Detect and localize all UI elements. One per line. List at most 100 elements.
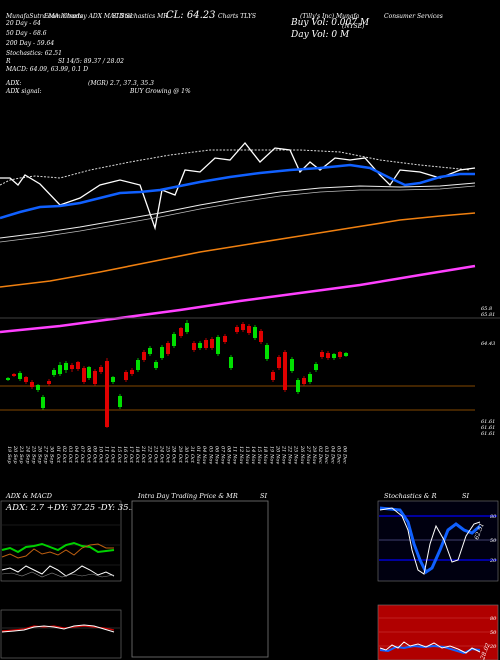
date-label: 26 Nov [299,445,305,464]
ema20-readout: 20 Day - 64 [6,20,41,27]
candle-body [271,372,275,380]
candle-body [247,326,251,333]
candle-body [12,374,16,376]
sector-label: Consumer Services [384,13,443,20]
date-label: 02 Oct [61,446,67,464]
indicator-list: EMA Intraday ADX MACD SI [44,13,133,20]
ema50-readout: 50 Day - 68.6 [6,30,47,37]
si-level-label: 50 [490,630,497,636]
candle-body [172,334,176,346]
date-label: 16 Oct [122,446,128,464]
macd-signal-line [1,625,115,632]
minus-di-line [1,543,114,559]
si-level-label: 80 [490,616,497,622]
date-label: 28 Oct [171,445,177,464]
date-label: 12 Nov [238,446,244,464]
candle-body [338,352,342,357]
candle-body [93,371,97,384]
candle-body [192,343,196,350]
date-label: 13 Nov [244,446,250,464]
close-line [0,141,476,231]
candle-body [24,377,28,382]
price-axis-label: 65.81 [481,312,495,318]
adx-signal-label: ADX signal: [6,88,42,95]
date-label: 11 Nov [232,446,238,464]
macd-line [1,624,115,633]
ema200-readout: 200 Day - 59.64 [6,40,55,47]
date-label: 22 Nov [287,445,293,464]
date-label: 04 Oct [73,446,79,464]
intraday-panel [131,500,269,658]
date-label: 20 Nov [274,445,280,464]
stoch-level-label: 50 [490,538,497,544]
candle-body [64,363,68,370]
date-label: 25 Sep [30,445,36,464]
date-label: 10 Oct [98,446,104,464]
candle-body [308,374,312,382]
date-label: 14 Nov [250,446,256,464]
date-label: 03 Dec [323,446,329,464]
ema100-orange-line [0,212,476,288]
candle-body [99,367,103,372]
stoch-level-label: 20 [489,558,497,564]
date-label: 20 Sep [12,445,18,464]
mgr-readout: (MGR) 2.7, 37.3, 35.3 [88,80,154,87]
adx-label: ADX: [6,80,22,87]
candle-body [259,331,263,342]
intraday-si-label: SI [260,492,268,500]
exchange-label: (NYSE) [342,23,365,30]
candle-body [326,353,330,358]
si-white-line [379,641,481,654]
date-label: 25 Nov [293,445,299,464]
candle-body [87,367,91,378]
ema50-line [0,182,476,239]
adx-aux-line [1,571,115,578]
date-label: 05 Nov [207,446,213,464]
candle-body [111,377,115,382]
date-label: 21 Nov [281,445,287,464]
date-label: 30 Oct [183,446,189,464]
candle-body [52,370,56,375]
candle-body [253,327,257,338]
candle-body [283,352,287,390]
price-axis-label: 61.61 [481,431,495,437]
candle-body [235,327,239,332]
candle-body [314,364,318,370]
date-label: 23 Oct [152,445,158,464]
macd-readout: MACD: 64.09, 63.99, 0.1 D [6,66,89,73]
date-label: 14 Oct [110,446,116,464]
buy-growing-label: BUY Growing @ 1% [130,88,191,95]
date-label: 30 Sep [49,446,55,464]
stoch-si-label: SI [462,492,470,500]
date-label: 15 Oct [116,446,122,464]
date-label: 29 Oct [177,445,183,464]
ema200-line [0,264,476,334]
price-line [0,149,471,186]
date-label: 09 Oct [91,446,97,464]
candle-body [142,352,146,360]
candle-body [160,347,164,358]
date-label: 25 Oct [165,445,171,464]
candle-body [179,328,183,336]
stoch-d-line [379,507,481,575]
candle-body [223,336,227,342]
candle-body [30,382,34,387]
candle-body [58,365,62,374]
candle-body [277,357,281,368]
date-label: 19 Sep [6,446,12,464]
candle-body [124,372,128,380]
date-label: 18 Oct [134,446,140,464]
date-label: 01 Nov [195,446,201,464]
date-label: 05 Dec [335,446,341,464]
stoch-k-line [379,506,481,575]
candle-body [82,368,86,382]
date-label: 21 Oct [140,445,146,464]
munafa-label: MunafaSutra.com Charts [6,13,83,20]
date-label: 04 Dec [329,446,335,464]
candle-body [344,353,348,356]
candle-body [36,385,40,390]
date-label: 03 Oct [67,446,73,464]
candle-body [241,324,245,330]
candle-body [76,362,80,369]
date-label: 19 Nov [268,446,274,464]
